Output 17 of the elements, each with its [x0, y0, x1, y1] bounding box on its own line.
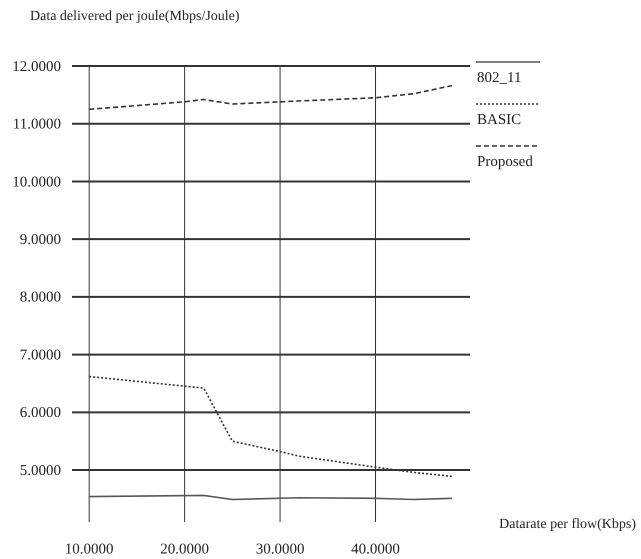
y-tick-label: 11.0000 — [12, 116, 61, 133]
x-tick-label: 10.0000 — [64, 542, 114, 558]
y-tick-label: 12.0000 — [12, 58, 61, 75]
y-tick-label: 5.0000 — [20, 462, 61, 479]
legend-label: BASIC — [477, 112, 522, 128]
x-tick-label: 40.0000 — [351, 542, 400, 558]
y-tick-label: 6.0000 — [20, 405, 61, 422]
y-tick-label: 9.0000 — [20, 232, 61, 248]
x-tick-label: 30.0000 — [256, 542, 304, 558]
y-tick-label: 7.0000 — [20, 347, 61, 364]
y-tick-label: 8.0000 — [20, 290, 61, 306]
x-tick-label: 20.0000 — [160, 542, 209, 558]
y-axis-title: Data delivered per joule(Mbps/Joule) — [30, 9, 240, 24]
legend-label: Proposed — [477, 154, 534, 170]
y-tick-label: 10.0000 — [12, 174, 61, 190]
legend-label: 802_11 — [477, 70, 522, 86]
x-axis-title: Datarate per flow(Kbps) — [499, 517, 636, 532]
